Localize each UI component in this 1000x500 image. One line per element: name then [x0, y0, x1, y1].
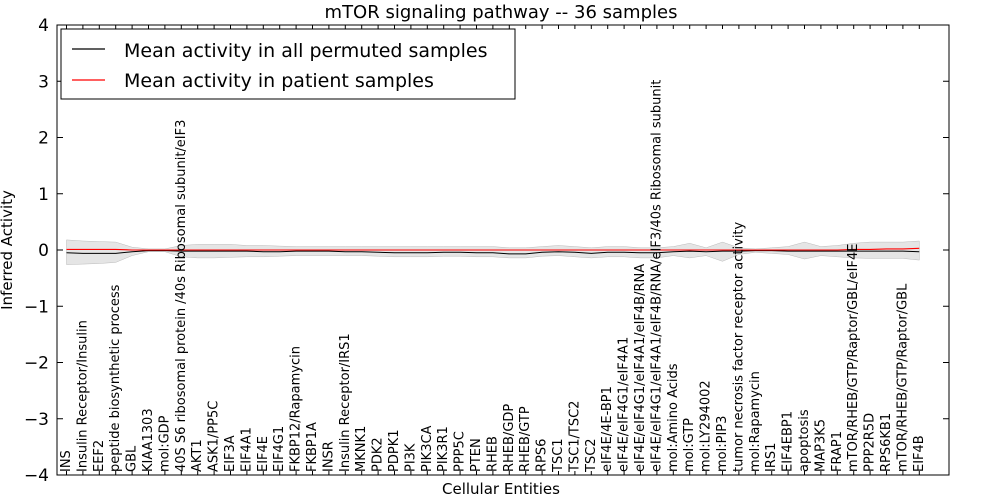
x-tick-label: tumor necrosis factor receptor activity — [731, 221, 746, 472]
y-tick-label: −4 — [24, 466, 49, 486]
x-tick-label: TSC1 — [551, 438, 566, 473]
band-area — [66, 239, 920, 265]
x-tick-label: EIF4G1 — [272, 426, 287, 472]
x-tick-label: mol:LY294002 — [699, 380, 714, 472]
y-axis-ticks: −4 −3 −2 −1 0 1 2 3 4 — [24, 16, 949, 486]
x-tick-label: PIK3CA — [420, 425, 435, 472]
x-tick-label: Insulin Receptor/IRS1 — [338, 333, 353, 472]
x-tick-label: mol:Amino Acids — [666, 363, 681, 472]
x-tick-label: EIF4EBP1 — [781, 411, 796, 472]
y-tick-label: −1 — [24, 297, 49, 317]
x-tick-label: GBL — [125, 445, 140, 472]
x-tick-label: TSC1/TSC2 — [567, 401, 582, 473]
x-tick-label: eIF4E/4E-BP1 — [600, 386, 615, 472]
x-tick-label: eIF4E/eIF4G1/eIF4A1/eIF4B/RNA — [633, 264, 648, 472]
x-tick-label: mTOR/RHEB/GTP/Raptor/GBL — [895, 283, 910, 472]
x-tick-label: FKBP1A — [305, 422, 320, 472]
x-tick-label: PPP5C — [453, 431, 468, 472]
x-tick-label: AKT1 — [190, 439, 205, 472]
x-tick-label: RHEB — [485, 436, 500, 472]
x-tick-label: KIAA1303 — [141, 408, 156, 472]
x-axis-label: Cellular Entities — [442, 480, 560, 498]
legend-label-permuted: Mean activity in all permuted samples — [124, 40, 487, 62]
x-tick-label: RHEB/GTP — [518, 406, 533, 472]
y-tick-label: −3 — [24, 410, 49, 430]
series-line-patient — [66, 247, 920, 251]
x-tick-label: MKNK1 — [354, 426, 369, 472]
x-tick-label: mol:Rapamycin — [748, 371, 763, 472]
x-tick-label: PIK3R1 — [436, 426, 451, 472]
y-tick-label: 2 — [38, 129, 49, 149]
x-tick-label: mol:PIP3 — [715, 416, 730, 472]
y-tick-label: 3 — [38, 72, 49, 92]
x-tick-label: FKBP12/Rapamycin — [289, 346, 304, 472]
x-tick-label: RPS6KB1 — [879, 413, 894, 472]
x-tick-label: MAP3K5 — [813, 419, 828, 472]
x-tick-label: 40S S6 ribosomal protein /40s Ribosomal … — [174, 120, 189, 472]
x-tick-label: Insulin Receptor/Insulin — [75, 320, 90, 472]
x-tick-label: eIF4E/eIF4G1/eIF4A1 — [617, 337, 632, 472]
x-tick-label: PPP2R5D — [863, 413, 878, 472]
x-tick-label: EIF4E — [256, 436, 271, 472]
x-tick-label: TSC2 — [584, 438, 599, 473]
legend: Mean activity in all permuted samples Me… — [60, 28, 516, 100]
x-tick-label: eIF4E/eIF4G1/eIF4A1/eIF4B/RNA/eIF3/40s R… — [649, 80, 664, 472]
x-tick-label: EIF3A — [223, 435, 238, 472]
y-axis-label: Inferred Activity — [0, 190, 16, 310]
y-tick-label: 1 — [38, 185, 49, 205]
x-tick-label: PDK2 — [371, 437, 386, 472]
y-tick-label: 4 — [38, 16, 49, 36]
x-tick-label: ASK1/PP5C — [207, 401, 222, 472]
x-tick-label: RHEB/GDP — [502, 404, 517, 472]
y-tick-label: −2 — [24, 354, 49, 374]
x-tick-label: RPS6 — [535, 439, 550, 472]
chart-title: mTOR signaling pathway -- 36 samples — [325, 2, 678, 23]
x-tick-label: mol:GTP — [682, 418, 697, 472]
series-line-permuted — [66, 250, 920, 255]
x-tick-label: FRAP1 — [830, 431, 845, 472]
x-tick-label: apoptosis — [797, 409, 812, 472]
y-tick-label: 0 — [38, 241, 49, 261]
x-tick-label: INSR — [321, 441, 336, 472]
x-tick-label: EIF4A1 — [239, 427, 254, 472]
x-tick-label: mol:GDP — [157, 415, 172, 472]
series-lines — [66, 247, 920, 255]
x-tick-label: EEF2 — [92, 440, 107, 472]
permuted-range-band — [66, 239, 920, 265]
x-tick-label: INS — [59, 450, 74, 472]
x-tick-label: PTEN — [469, 438, 484, 472]
x-tick-label: EIF4B — [912, 435, 927, 472]
x-tick-label: IRS1 — [764, 443, 779, 472]
legend-label-patient: Mean activity in patient samples — [124, 70, 434, 92]
x-tick-label: mTOR/RHEB/GTP/Raptor/GBL/eIF4E — [846, 244, 861, 472]
x-tick-label: PDPK1 — [387, 430, 402, 473]
x-tick-label: peptide biosynthetic process — [108, 284, 123, 472]
x-axis-ticks: INS Insulin Receptor/Insulin EEF2 peptide b… — [59, 25, 927, 475]
x-tick-label: PI3K — [403, 443, 418, 472]
legend-frame — [60, 28, 516, 100]
